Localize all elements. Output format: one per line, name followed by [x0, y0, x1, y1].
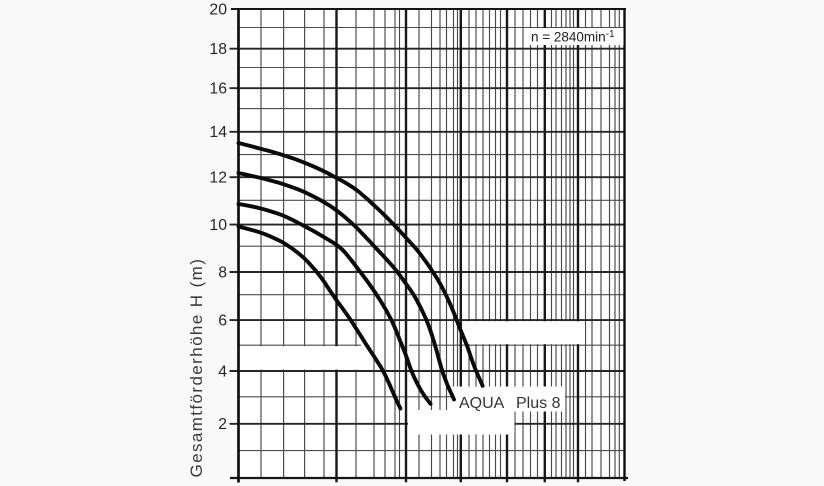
svg-text:14: 14 [209, 124, 227, 141]
svg-text:Plus 8: Plus 8 [516, 395, 561, 412]
svg-text:20: 20 [209, 1, 227, 18]
svg-text:AQUA: AQUA [459, 395, 505, 412]
svg-text:18: 18 [209, 41, 227, 58]
svg-text:n = 2840min-1: n = 2840min-1 [531, 29, 615, 45]
svg-text:6: 6 [218, 312, 227, 329]
svg-text:4: 4 [218, 363, 227, 380]
svg-text:8: 8 [218, 264, 227, 281]
svg-text:16: 16 [209, 81, 227, 98]
svg-text:12: 12 [209, 170, 227, 187]
svg-text:Gesamtförderhöhe H (m): Gesamtförderhöhe H (m) [187, 258, 206, 478]
svg-text:2: 2 [218, 416, 227, 433]
svg-text:10: 10 [209, 217, 227, 234]
